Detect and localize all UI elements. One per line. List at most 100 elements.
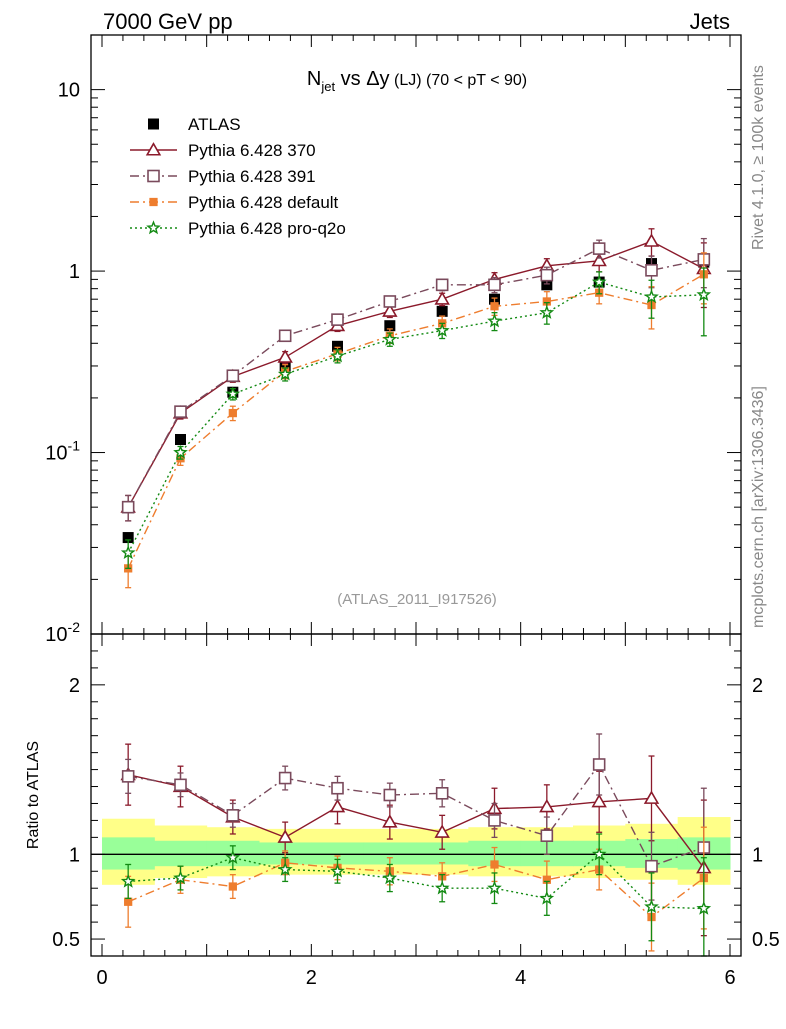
x-tick-label: 0 — [96, 967, 107, 989]
header-right: Jets — [690, 9, 730, 34]
marker-3-7 — [490, 302, 499, 311]
plot-title: Njet vs Δy (LJ) (70 < pT < 90) — [307, 68, 527, 94]
marker-ratio-0-6 — [434, 824, 450, 838]
marker-4-11 — [696, 287, 712, 302]
ratio-ylabel: Ratio to ATLAS — [25, 741, 42, 849]
marker-4-0 — [120, 545, 136, 560]
marker-3-8 — [542, 297, 551, 306]
y-tick-base: 1 — [69, 261, 80, 283]
marker-ratio-0-8 — [539, 798, 555, 813]
marker-2-6 — [435, 278, 449, 292]
marker-1-6 — [434, 291, 450, 305]
marker-ratio-3-8 — [539, 890, 555, 905]
marker-ratio-1-5 — [383, 788, 397, 802]
marker-1-5 — [382, 303, 398, 317]
marker-4-4 — [330, 348, 345, 363]
marker-2-0 — [121, 500, 135, 514]
marker-ratio-2-8 — [542, 875, 551, 884]
title-n: N — [307, 68, 321, 90]
marker-ratio-0-9 — [591, 793, 607, 808]
series-line-4 — [127, 281, 704, 554]
marker-0-8 — [541, 279, 553, 291]
legend-label-0: ATLAS — [188, 115, 241, 134]
marker-ratio-2-7 — [490, 860, 499, 869]
title-rest: vs Δy — [335, 68, 389, 90]
ratio-line-2 — [127, 862, 705, 918]
marker-1-9 — [591, 252, 607, 267]
rivet-label: Rivet 4.1.0, ≥ 100k events — [750, 65, 767, 250]
marker-ratio-1-7 — [488, 814, 501, 827]
y-tick-label: 10-1 — [45, 438, 80, 465]
title-sub: jet — [320, 79, 335, 94]
legend-label-2: Pythia 6.428 391 — [188, 167, 316, 186]
marker-2-1 — [174, 405, 187, 418]
y-tick-label: 10 — [58, 80, 80, 102]
marker-ratio-3-11 — [696, 900, 712, 915]
y-tick-base: 10 — [45, 624, 67, 646]
marker-ratio-0-4 — [329, 798, 346, 813]
band-green-5 — [363, 842, 417, 865]
marker-ratio-3-9 — [591, 846, 607, 861]
marker-legend-1 — [145, 142, 162, 156]
x-tick-label: 2 — [306, 967, 317, 989]
band-green-1 — [154, 840, 208, 867]
band-green-4 — [311, 842, 365, 865]
marker-2-3 — [278, 329, 292, 343]
ratio-plot: 0 2 4 6 0.5 0.5 1 1 2 2 — [52, 633, 780, 989]
y-tick-base: 10 — [45, 443, 67, 465]
marker-ratio-1-3 — [278, 771, 292, 785]
marker-2-2 — [226, 369, 240, 383]
marker-1-10 — [643, 233, 660, 247]
y-tick-exp: -1 — [68, 438, 81, 454]
marker-ratio-2-2 — [228, 882, 237, 891]
band-green-6 — [416, 842, 469, 865]
marker-ratio-3-0 — [120, 873, 136, 888]
marker-ratio-3-10 — [644, 899, 659, 914]
y-tick-label: 1 — [69, 261, 80, 283]
marker-0-5 — [384, 320, 396, 332]
series-line-3 — [127, 273, 705, 569]
marker-4-10 — [644, 289, 659, 304]
ratio-y-tick-label-left: 0.5 — [52, 929, 80, 951]
series-4 — [120, 267, 712, 570]
marker-4-7 — [487, 313, 502, 328]
ratio-y-tick-label-right: 1 — [752, 844, 763, 866]
title-lj: (LJ) — [390, 72, 422, 89]
marker-ratio-2-0 — [124, 897, 133, 906]
y-tick-label: 10-2 — [45, 619, 80, 646]
marker-2-10 — [645, 263, 658, 277]
marker-ratio-1-1 — [174, 778, 187, 792]
ratio-y-tick-label-right: 2 — [752, 675, 763, 697]
marker-ratio-3-2 — [225, 849, 241, 864]
marker-ratio-3-3 — [277, 861, 293, 876]
marker-ratio-0-10 — [643, 790, 660, 804]
marker-4-5 — [382, 331, 398, 346]
marker-2-5 — [383, 295, 397, 308]
ratio-series-3 — [120, 833, 712, 957]
marker-ratio-0-3 — [277, 829, 293, 843]
ratio-line-1 — [128, 763, 705, 868]
legend-label-4: Pythia 6.428 pro-q2o — [188, 219, 346, 238]
marker-legend-2 — [147, 169, 160, 183]
series-1 — [120, 228, 712, 522]
marker-4-8 — [539, 304, 555, 319]
ratio-y-tick-label-left: 1 — [69, 844, 80, 866]
x-tick-label: 4 — [515, 967, 526, 989]
marker-ratio-3-6 — [434, 880, 450, 895]
marker-ratio-1-10 — [645, 859, 658, 873]
legend-label-1: Pythia 6.428 370 — [188, 141, 316, 160]
marker-0-6 — [436, 305, 448, 317]
marker-legend-0 — [148, 118, 159, 130]
legend-label-3: Pythia 6.428 default — [188, 193, 339, 212]
marker-ratio-3-7 — [487, 880, 502, 895]
marker-3-2 — [228, 408, 237, 418]
marker-4-6 — [434, 322, 450, 337]
marker-0-1 — [175, 433, 186, 445]
marker-2-8 — [540, 268, 554, 282]
marker-legend-4 — [146, 220, 161, 235]
marker-ratio-1-6 — [435, 787, 449, 800]
series-line-1 — [127, 240, 705, 508]
series-2 — [121, 237, 711, 522]
